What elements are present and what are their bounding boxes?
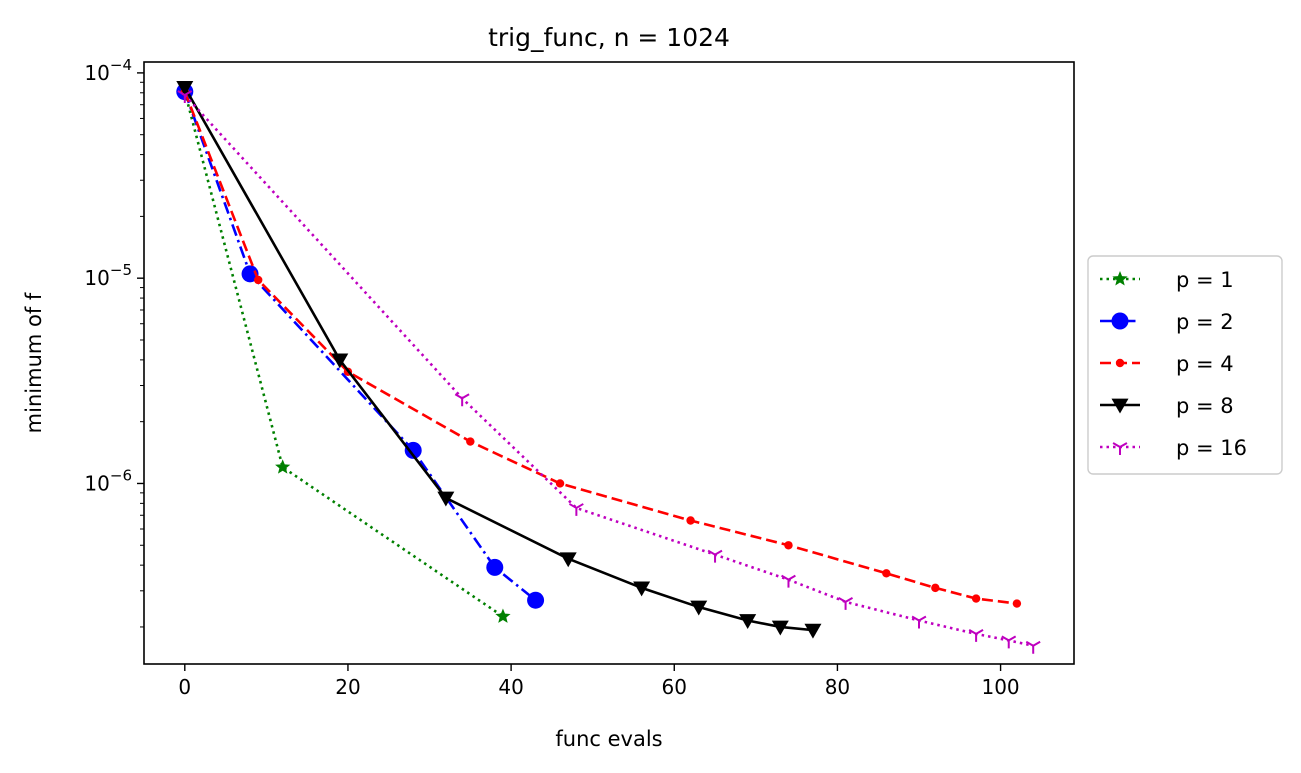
data-point-p-4-8 bbox=[931, 583, 940, 593]
data-point-p-8-3 bbox=[559, 552, 577, 568]
data-point-p-2-2 bbox=[404, 441, 422, 459]
legend-marker-p-1 bbox=[1112, 271, 1128, 286]
data-point-p-1-1 bbox=[275, 459, 291, 474]
data-point-p-16-8 bbox=[1001, 635, 1017, 649]
data-point-p-16-4 bbox=[781, 574, 796, 588]
series-p-16 bbox=[177, 90, 1041, 654]
legend-box bbox=[1087, 255, 1283, 475]
legend-item-p-8: p = 8 bbox=[1100, 394, 1234, 418]
legend-label-p-8: p = 8 bbox=[1176, 394, 1234, 418]
data-point-p-8-7 bbox=[771, 620, 789, 636]
x-tick-label: 40 bbox=[498, 675, 523, 699]
data-point-p-1-2 bbox=[495, 608, 511, 623]
data-point-p-8-6 bbox=[739, 614, 757, 630]
data-point-p-8-5 bbox=[690, 600, 708, 616]
data-point-p-16-5 bbox=[838, 596, 854, 610]
x-tick-label: 80 bbox=[825, 675, 850, 699]
data-point-p-4-6 bbox=[784, 541, 793, 550]
legend-marker-p-16 bbox=[1112, 442, 1128, 455]
legend-item-p-1: p = 1 bbox=[1100, 268, 1234, 292]
legend-marker-p-4 bbox=[1115, 358, 1125, 368]
legend-label-p-16: p = 16 bbox=[1176, 436, 1247, 460]
data-point-p-8-4 bbox=[633, 581, 651, 597]
y-axis-label: minimum of f bbox=[22, 292, 46, 433]
legend-marker-p-2 bbox=[1111, 312, 1129, 330]
legend-item-p-4: p = 4 bbox=[1100, 352, 1234, 376]
legend: p = 1 p = 2 p = 4 p = 8 p = 16 bbox=[1087, 255, 1283, 475]
data-point-p-16-2 bbox=[568, 503, 584, 516]
series-p-8 bbox=[176, 81, 822, 639]
data-point-p-4-7 bbox=[882, 569, 891, 578]
y-tick-label: 10−4 bbox=[84, 56, 132, 85]
x-tick-label: 0 bbox=[178, 675, 191, 699]
data-point-p-4-10 bbox=[1012, 599, 1022, 608]
data-point-p-4-1 bbox=[254, 275, 263, 285]
x-tick-label: 100 bbox=[981, 675, 1019, 699]
plot-area-frame bbox=[143, 61, 1075, 665]
data-point-p-4-5 bbox=[686, 516, 695, 525]
x-axis-label: func evals bbox=[555, 727, 662, 751]
data-point-p-16-6 bbox=[911, 615, 927, 629]
data-point-p-4-9 bbox=[971, 594, 981, 603]
chart-title: trig_func, n = 1024 bbox=[488, 23, 730, 52]
data-point-p-16-1 bbox=[454, 393, 470, 407]
data-point-p-4-3 bbox=[466, 437, 475, 446]
legend-marker-p-8 bbox=[1111, 398, 1129, 414]
legend-item-p-16: p = 16 bbox=[1100, 436, 1247, 460]
data-point-p-16-7 bbox=[968, 629, 984, 642]
data-point-p-8-1 bbox=[331, 353, 349, 369]
data-point-p-4-4 bbox=[555, 479, 565, 488]
data-point-p-2-3 bbox=[486, 558, 504, 576]
data-point-p-16-0 bbox=[177, 90, 193, 104]
data-point-p-16-3 bbox=[707, 549, 723, 563]
data-point-p-8-8 bbox=[804, 623, 822, 639]
data-point-p-2-1 bbox=[241, 265, 259, 283]
legend-label-p-1: p = 1 bbox=[1176, 268, 1234, 292]
legend-label-p-2: p = 2 bbox=[1176, 310, 1234, 334]
y-tick-label: 10−6 bbox=[84, 466, 132, 495]
legend-item-p-2: p = 2 bbox=[1100, 310, 1234, 334]
legend-label-p-4: p = 4 bbox=[1176, 352, 1234, 376]
x-tick-label: 20 bbox=[335, 675, 360, 699]
data-point-p-8-2 bbox=[437, 491, 455, 507]
data-point-p-2-4 bbox=[527, 591, 545, 609]
data-point-p-16-9 bbox=[1025, 640, 1041, 654]
data-point-p-8-0 bbox=[176, 81, 194, 96]
y-tick-label: 10−5 bbox=[84, 261, 132, 290]
x-tick-label: 60 bbox=[662, 675, 687, 699]
